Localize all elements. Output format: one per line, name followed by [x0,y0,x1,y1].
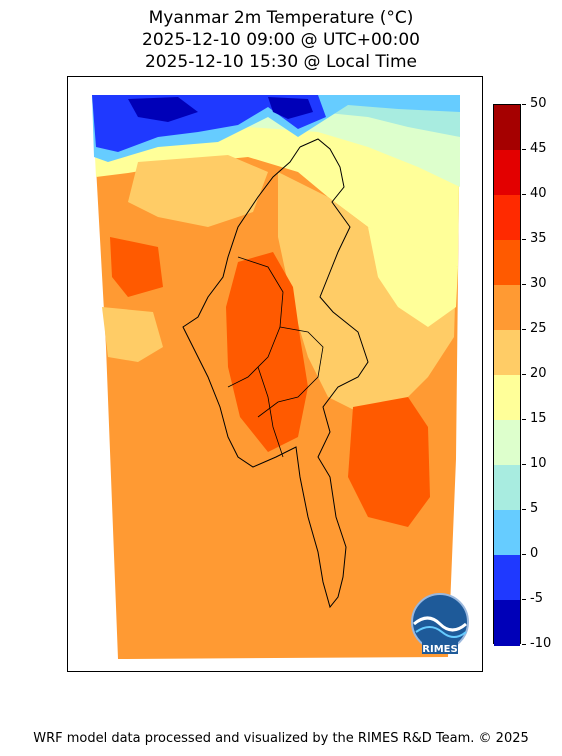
colorbar-tick [522,554,526,555]
colorbar-segment [494,420,520,466]
credit-footer: WRF model data processed and visualized … [33,731,529,746]
east-warm-region [278,172,456,417]
east-pale-region [368,227,458,327]
colorbar-tick [522,149,526,150]
temperature-colorbar [493,104,521,646]
north-darkblue-patch [268,97,313,119]
colorbar-tick [522,374,526,375]
southeast-hot-region [348,397,430,527]
colorbar-segment [494,375,520,421]
map-title-line-1: Myanmar 2m Temperature (°C) [148,8,414,28]
colorbar-segment [494,150,520,196]
colorbar-segment [494,105,520,151]
rimes-logo-icon: RIMES [411,593,469,655]
colorbar-tick-label: 25 [530,321,547,336]
logo-text: RIMES [422,644,457,655]
colorbar-segment [494,195,520,241]
colorbar-segment [494,285,520,331]
colorbar-tick-label: 15 [530,411,547,426]
colorbar-tick-label: 0 [530,546,539,561]
colorbar-tick [522,599,526,600]
colorbar-segment [494,510,520,556]
colorbar-tick-label: 40 [530,186,547,201]
colorbar-tick [522,509,526,510]
colorbar-tick-label: 5 [530,501,539,516]
colorbar-tick-label: 35 [530,231,547,246]
colorbar-tick [522,239,526,240]
colorbar-tick [522,329,526,330]
northwest-warm-patch [128,155,268,227]
colorbar-tick [522,464,526,465]
west-hot-patch [110,237,163,297]
colorbar-segment [494,555,520,601]
colorbar-tick [522,194,526,195]
colorbar-tick-label: 10 [530,456,547,471]
colorbar-tick-label: -10 [530,636,552,651]
colorbar-segment [494,600,520,646]
colorbar-tick-label: 30 [530,276,547,291]
colorbar-tick-label: -5 [530,591,543,606]
colorbar-tick-label: 50 [530,96,547,111]
west-warm-patch [102,307,163,362]
north-darkblue-patch [128,97,198,122]
colorbar-tick [522,419,526,420]
map-title-line-2: 2025-12-10 09:00 @ UTC+00:00 [142,30,420,50]
map-frame [67,76,483,672]
colorbar-tick [522,104,526,105]
colorbar-tick [522,644,526,645]
state-borders [257,366,284,458]
central-hot-region [226,252,308,452]
colorbar-tick-label: 45 [530,141,547,156]
colorbar-segment [494,465,520,511]
country-border [182,138,369,609]
colorbar-segment [494,330,520,376]
colorbar-tick-label: 20 [530,366,547,381]
colorbar-segment [494,240,520,286]
state-borders [257,326,324,418]
colorbar-tick [522,284,526,285]
temperature-map [92,95,460,659]
map-title-line-3: 2025-12-10 15:30 @ Local Time [144,52,418,72]
